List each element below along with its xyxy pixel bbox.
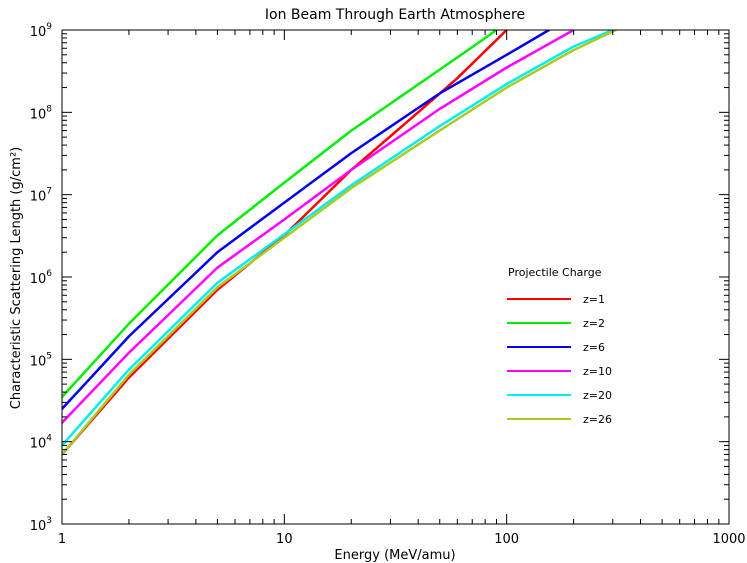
series-line-z10 [62, 30, 575, 424]
x-tick-label: 1000 [712, 532, 745, 547]
x-axis: 1 10 100 1000 [58, 30, 746, 547]
chart-title: Ion Beam Through Earth Atmosphere [265, 7, 525, 23]
series-line-z2 [62, 30, 498, 399]
y-tick-label: 108 [30, 104, 53, 122]
x-tick-label: 10 [276, 532, 293, 547]
series-line-z1 [62, 30, 508, 456]
y-axis: 103 104 105 106 107 108 109 [30, 22, 729, 534]
y-tick-label: 104 [30, 434, 53, 452]
y-tick-label: 105 [30, 351, 52, 369]
legend: Projectile Charge z=1 z=2 z=6 z=10 z=20 z=26 [507, 266, 612, 426]
x-tick-label: 100 [494, 532, 519, 547]
y-tick-label: 103 [30, 516, 52, 534]
series-layer [62, 30, 618, 456]
legend-title: Projectile Charge [508, 266, 602, 279]
legend-label: z=26 [583, 413, 612, 426]
legend-label: z=20 [583, 389, 612, 402]
x-tick-label: 1 [58, 532, 66, 547]
plot-frame [61, 29, 730, 525]
y-tick-label: 106 [30, 269, 53, 287]
y-axis-label: Characteristic Scattering Length (g/cm²) [9, 147, 24, 409]
legend-label: z=10 [583, 365, 612, 378]
x-axis-label: Energy (MeV/amu) [334, 548, 455, 563]
series-line-z26 [62, 30, 618, 456]
legend-label: z=2 [583, 317, 605, 330]
y-tick-label: 107 [30, 187, 52, 205]
series-line-z6 [62, 30, 551, 411]
legend-label: z=1 [583, 293, 605, 306]
y-tick-label: 109 [30, 22, 53, 40]
series-line-z20 [62, 30, 614, 447]
legend-label: z=6 [583, 341, 605, 354]
